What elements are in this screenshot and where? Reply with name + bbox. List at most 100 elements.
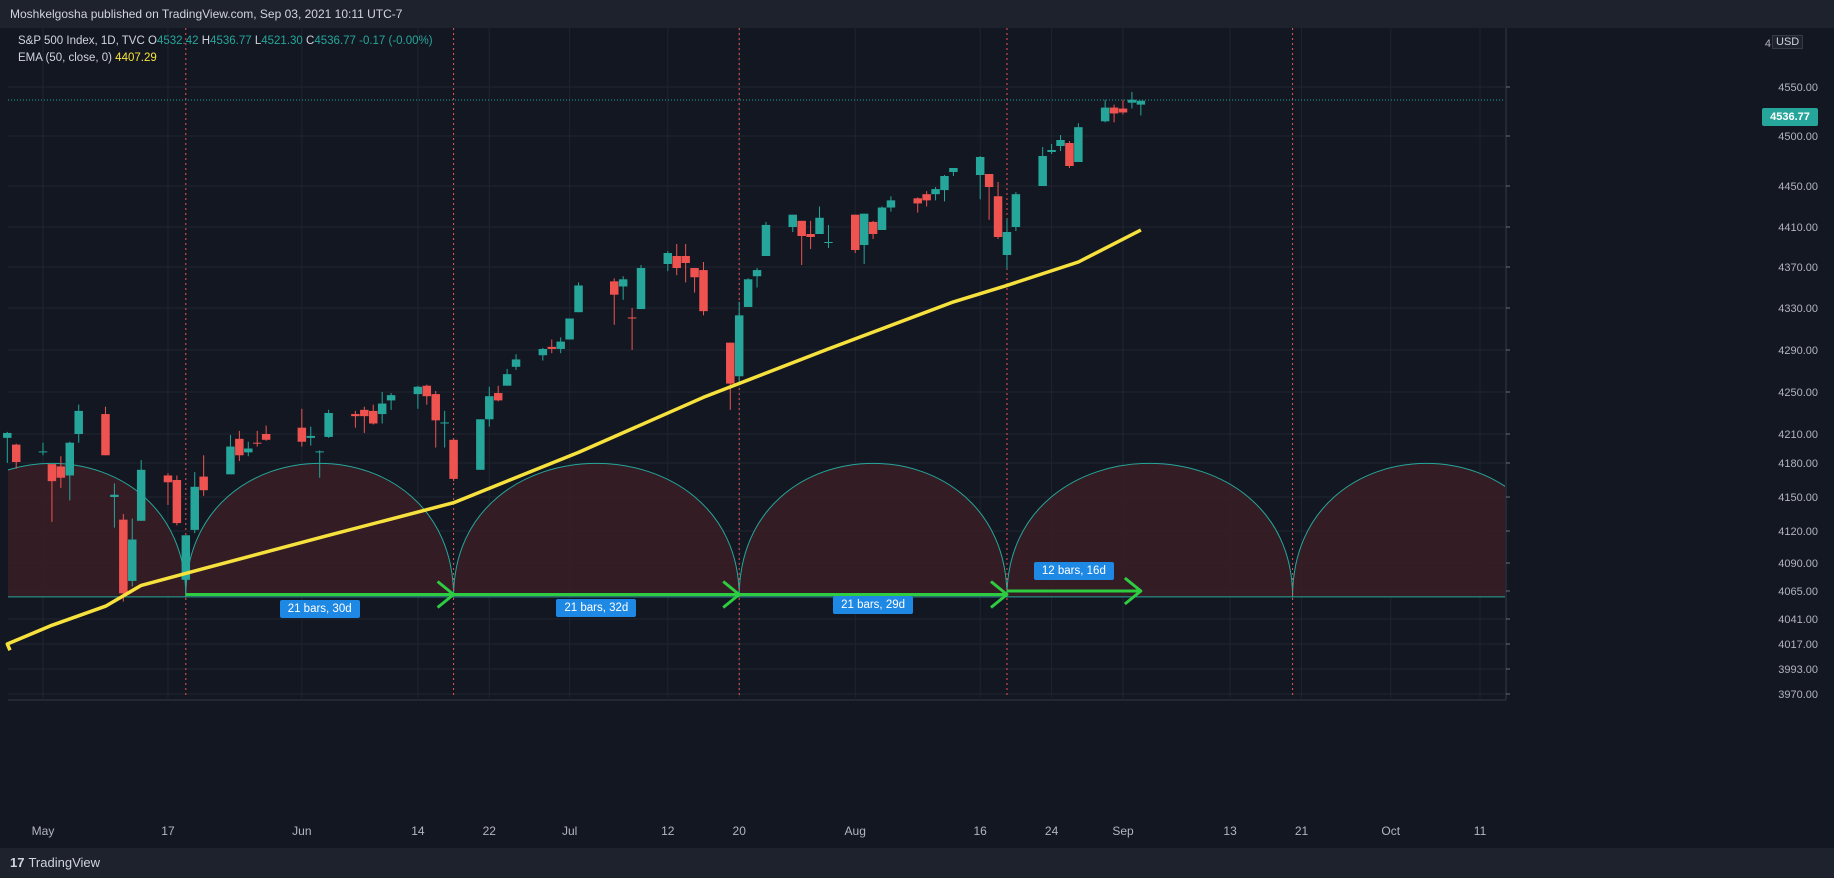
symbol-name: S&P 500 Index, 1D, TVC xyxy=(18,35,145,47)
candle-body xyxy=(1127,99,1137,103)
open-value: 4532.42 xyxy=(156,35,199,47)
time-tick-label: 16 xyxy=(974,824,988,838)
price-tick-label: 4500.00 xyxy=(1778,131,1818,143)
date-range-arrows xyxy=(185,576,1143,609)
time-tick-label: Jul xyxy=(562,824,577,838)
candle-body xyxy=(699,270,708,312)
candle-body xyxy=(11,444,21,463)
candle-body xyxy=(824,242,833,243)
candle-body xyxy=(815,217,824,234)
candle-body xyxy=(681,256,690,263)
candle-body xyxy=(351,414,360,417)
high-label: H xyxy=(201,35,211,47)
candle-body xyxy=(618,279,628,287)
candle-body xyxy=(422,385,432,397)
candle-body xyxy=(1136,100,1146,105)
candle-body xyxy=(610,281,619,295)
candle-body xyxy=(850,214,860,250)
price-tick-label: 4550.00 xyxy=(1778,82,1818,94)
candle-body xyxy=(297,427,307,442)
cycle-arc-group xyxy=(8,462,1505,598)
publisher-bar: Moshkelgosha published on TradingView.co… xyxy=(0,0,1834,28)
currency-button[interactable]: USD xyxy=(1772,35,1804,49)
cycle-arcs xyxy=(8,462,1505,598)
close-label: C xyxy=(306,35,315,47)
candle-body xyxy=(859,213,869,245)
ema-line xyxy=(5,228,1142,651)
candle-body xyxy=(413,386,423,395)
candle-body xyxy=(261,434,271,440)
price-tick-label: 4450.00 xyxy=(1778,181,1818,193)
candle-body xyxy=(181,535,191,580)
candle-body xyxy=(538,348,548,356)
candle-body xyxy=(306,435,316,438)
open-label: O xyxy=(148,35,157,47)
candle-body xyxy=(136,469,146,521)
candle-body xyxy=(1118,108,1128,113)
price-tick-label: 4330.00 xyxy=(1778,303,1818,315)
candle-body xyxy=(360,409,369,417)
cycle-arc xyxy=(738,463,1008,598)
cycle-arc xyxy=(185,463,455,598)
price-tick-label: 4065.00 xyxy=(1778,586,1818,598)
candle-body xyxy=(931,189,940,195)
price-tick-label: 4250.00 xyxy=(1778,387,1818,399)
candle-body xyxy=(431,394,440,421)
close-value: 4536.77 xyxy=(314,35,356,47)
price-tick-label: 4370.00 xyxy=(1778,262,1818,274)
candle-body xyxy=(1038,156,1047,186)
price-tick-label: 4090.00 xyxy=(1778,558,1818,570)
change-value: -0.17 (-0.00%) xyxy=(359,35,433,47)
tradingview-logo-icon: 17 xyxy=(10,855,25,870)
candle-body xyxy=(190,486,199,530)
price-tick-label: 3970.00 xyxy=(1778,689,1818,701)
tradingview-logo[interactable]: 17 TradingView xyxy=(10,855,100,870)
candle-body xyxy=(56,466,66,478)
price-tick-label: 4041.00 xyxy=(1778,614,1818,626)
ema-label: EMA (50, close, 0) xyxy=(18,52,112,64)
candle-body xyxy=(940,176,949,191)
candle-body xyxy=(511,359,521,367)
candle-body xyxy=(315,451,324,453)
candle-body xyxy=(565,318,574,340)
candle-body xyxy=(101,414,110,456)
candle-body xyxy=(922,194,931,201)
price-tick-label: 4120.00 xyxy=(1778,526,1818,538)
candle-body xyxy=(324,413,333,437)
candle-body xyxy=(493,393,503,401)
candle-body xyxy=(386,395,396,401)
ema-legend[interactable]: EMA (50, close, 0) 4407.29 xyxy=(18,52,157,64)
candlestick-chart[interactable]: 3970.00 3993.00 4017.00 4041.00 4065.00 4090.… xyxy=(0,28,1834,848)
candle-body xyxy=(877,207,887,230)
candle-body xyxy=(547,346,556,349)
price-axis[interactable]: 3970.00 3993.00 4017.00 4041.00 4065.00 4090.… xyxy=(1505,28,1834,701)
published-text: Moshkelgosha published on TradingView.co… xyxy=(10,7,403,21)
candles-layer xyxy=(3,91,1146,602)
time-tick-label: May xyxy=(32,824,55,838)
range-label: 21 bars, 32d xyxy=(556,598,637,617)
candle-body xyxy=(949,168,958,172)
high-value: 4536.77 xyxy=(210,35,252,47)
symbol-legend[interactable]: S&P 500 Index, 1D, TVC O4532.42 H4536.77… xyxy=(18,35,433,47)
candle-body xyxy=(975,157,985,175)
candle-body xyxy=(806,234,815,237)
candle-body xyxy=(743,279,753,307)
time-tick-label: 21 xyxy=(1295,824,1309,838)
candle-body xyxy=(1109,107,1119,114)
time-tick-label: Sep xyxy=(1112,824,1134,838)
candle-body xyxy=(690,268,699,278)
time-axis[interactable]: May 17 Jun 14 22 Jul 12 20 Aug 16 24 Sep 13 21 Oct 11 xyxy=(8,699,1506,838)
candle-body xyxy=(1056,140,1065,146)
footer-bar xyxy=(0,848,1834,878)
candle-body xyxy=(1047,150,1056,152)
candle-body xyxy=(440,422,449,424)
range-arrow-head xyxy=(722,580,741,609)
candle-body xyxy=(734,315,744,377)
candle-body xyxy=(110,494,119,497)
candle-body xyxy=(38,451,48,453)
candle-body xyxy=(244,448,253,453)
time-tick-label: 17 xyxy=(161,824,175,838)
price-tick-label: 4017.00 xyxy=(1778,639,1818,651)
candle-body xyxy=(172,480,182,524)
candle-body xyxy=(163,475,173,483)
